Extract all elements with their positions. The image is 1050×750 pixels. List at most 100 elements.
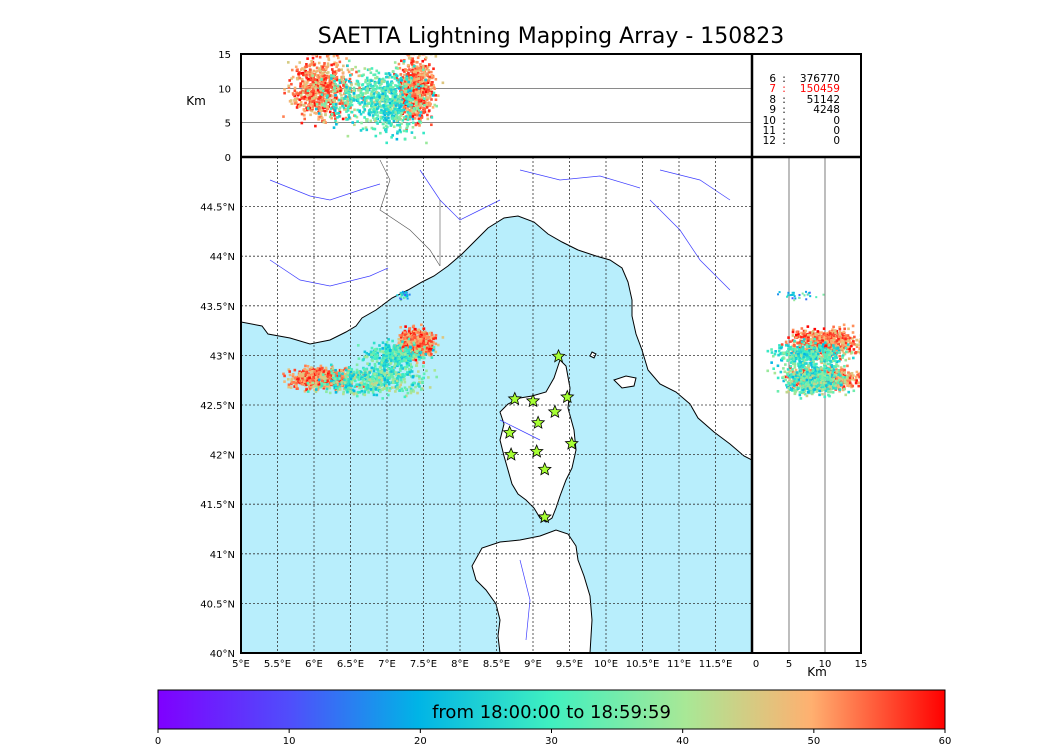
lightning-source: [430, 92, 434, 96]
lightning-source: [408, 385, 411, 389]
lightning-source: [326, 372, 330, 375]
lightning-source: [422, 364, 425, 368]
lightning-source: [386, 125, 389, 129]
lightning-source: [384, 91, 387, 95]
lightning-source: [314, 73, 318, 77]
lightning-source: [310, 369, 313, 373]
lightning-source: [389, 362, 393, 365]
lightning-source: [411, 97, 415, 101]
lightning-source: [397, 115, 400, 119]
lightning-source: [365, 128, 369, 132]
lightning-source: [387, 381, 391, 384]
map-panel: [241, 157, 752, 653]
lightning-source: [409, 387, 413, 391]
lightning-source: [403, 351, 407, 354]
lightning-source: [352, 392, 356, 396]
lightning-source: [363, 116, 366, 119]
lightning-source: [415, 346, 419, 350]
lightning-source: [372, 84, 375, 88]
lightning-source: [346, 117, 350, 121]
lightning-source: [395, 137, 399, 141]
lightning-source: [374, 352, 378, 356]
lightning-source: [350, 100, 353, 103]
lightning-source: [347, 389, 351, 393]
lightning-source: [363, 368, 366, 371]
lightning-source: [321, 99, 324, 102]
lightning-source: [362, 73, 365, 77]
lightning-source: [346, 109, 350, 112]
lightning-source: [305, 65, 308, 68]
lightning-source: [355, 371, 359, 374]
lightning-source: [403, 366, 406, 369]
lightning-source: [393, 87, 396, 91]
lightning-source: [369, 386, 372, 389]
lightning-source: [320, 93, 324, 96]
rivers: [269, 169, 731, 641]
lightning-source: [344, 116, 348, 120]
lightning-source: [298, 98, 302, 102]
lightning-source: [398, 346, 402, 350]
lightning-source: [414, 349, 417, 352]
lightning-source: [391, 356, 395, 359]
lightning-source: [347, 102, 351, 106]
lightning-source: [407, 340, 411, 343]
lightning-source: [403, 386, 407, 390]
lightning-source: [346, 64, 349, 68]
lightning-source: [350, 103, 354, 107]
lightning-source: [340, 93, 343, 97]
lightning-source: [320, 116, 324, 120]
lightning-source: [380, 89, 384, 93]
lightning-source: [326, 375, 329, 379]
lightning-source: [419, 111, 423, 114]
lightning-source: [316, 89, 320, 92]
station-star: [529, 444, 544, 458]
lightning-source: [428, 345, 432, 348]
lightning-source: [384, 363, 388, 367]
lightning-source: [434, 77, 438, 81]
lightning-source: [422, 93, 425, 96]
lightning-source: [295, 76, 299, 80]
map-grid: [241, 157, 752, 653]
lightning-source: [360, 381, 363, 385]
lightning-source: [321, 74, 325, 77]
lightning-source: [369, 111, 373, 114]
lightning-source: [424, 350, 428, 354]
lightning-source: [416, 384, 420, 387]
lightning-source: [430, 76, 434, 80]
lightning-source: [346, 382, 350, 386]
lightning-source: [326, 62, 330, 65]
lightning-source: [331, 103, 335, 106]
lightning-source: [334, 383, 337, 387]
lightning-source: [311, 87, 315, 91]
lightning-source: [373, 127, 377, 131]
lightning-source: [326, 63, 330, 67]
lightning-source: [396, 123, 399, 127]
lightning-source: [380, 371, 383, 374]
lightning-source: [379, 375, 383, 378]
lightning-source: [349, 102, 352, 105]
lightning-source: [371, 116, 375, 119]
lightning-source: [414, 347, 417, 350]
lightning-source: [312, 89, 315, 93]
lightning-source: [412, 343, 416, 346]
lightning-source: [377, 80, 381, 84]
lightning-source: [301, 67, 304, 70]
lightning-source: [383, 360, 386, 364]
lightning-source: [321, 371, 324, 375]
lightning-source: [293, 368, 297, 372]
lightning-source: [355, 394, 359, 398]
lightning-source: [362, 110, 365, 114]
lightning-source: [316, 84, 320, 87]
lightning-source: [403, 352, 407, 356]
lightning-source: [384, 359, 388, 362]
lightning-source: [321, 96, 325, 99]
lightning-source: [417, 83, 420, 86]
lightning-source: [382, 80, 386, 84]
lightning-source: [430, 123, 433, 127]
lightning-source: [311, 381, 315, 385]
lightning-source: [375, 357, 378, 361]
lightning-source: [391, 97, 394, 100]
lightning-source: [339, 98, 343, 102]
lightning-source: [398, 87, 401, 90]
lightning-source: [403, 76, 407, 80]
